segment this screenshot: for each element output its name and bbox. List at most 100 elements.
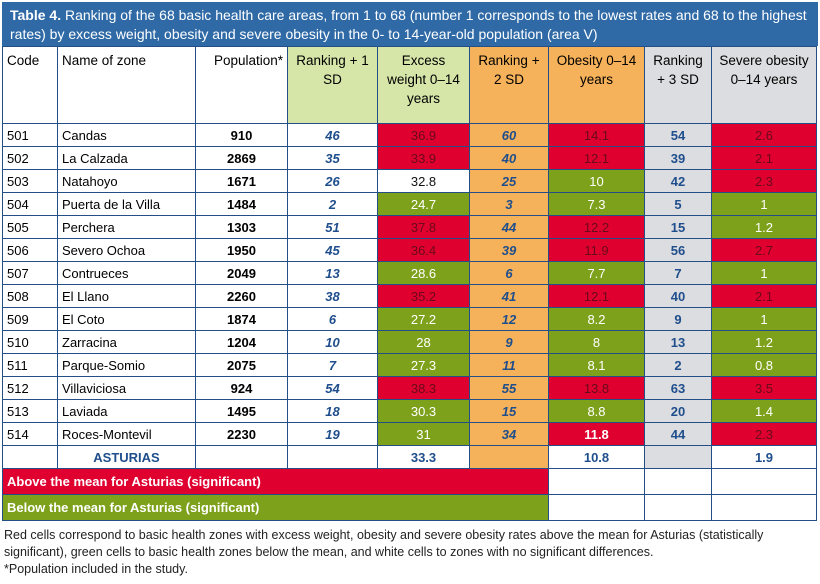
ranking-1sd: 38 xyxy=(287,284,378,308)
ranking-3sd: 56 xyxy=(644,238,712,262)
obesity-value: 13.8 xyxy=(548,376,645,400)
obesity-value: 14.1 xyxy=(548,123,645,147)
ranking-2sd: 6 xyxy=(469,261,549,285)
table-title: Table 4. Ranking of the 68 basic health … xyxy=(2,2,818,46)
ranking-3sd: 7 xyxy=(644,261,712,285)
table-row: 501 Candas 910 46 36.9 60 14.1 54 2.6 xyxy=(2,123,817,147)
zone-name: El Coto xyxy=(57,307,196,331)
ranking-2sd: 3 xyxy=(469,192,549,216)
header-ranking-3sd: Ranking + 3 SD xyxy=(644,46,712,124)
severe-obesity-value: 1.4 xyxy=(711,399,817,423)
excess-weight-value: 38.3 xyxy=(377,376,470,400)
ranking-3sd: 42 xyxy=(644,169,712,193)
excess-weight-value: 30.3 xyxy=(377,399,470,423)
table-row: 508 El Llano 2260 38 35.2 41 12.1 40 2.1 xyxy=(2,284,817,308)
ranking-3sd: 2 xyxy=(644,353,712,377)
zone-name: Parque-Somio xyxy=(57,353,196,377)
zone-name: La Calzada xyxy=(57,146,196,170)
legend-above: Above the mean for Asturias (significant… xyxy=(2,468,549,495)
obesity-value: 12.1 xyxy=(548,284,645,308)
severe-obesity-value: 0.8 xyxy=(711,353,817,377)
severe-obesity-value: 1 xyxy=(711,261,817,285)
severe-obesity-value: 2.3 xyxy=(711,169,817,193)
excess-weight-value: 27.3 xyxy=(377,353,470,377)
ranking-3sd: 5 xyxy=(644,192,712,216)
severe-obesity-value: 1 xyxy=(711,192,817,216)
ranking-3sd: 44 xyxy=(644,422,712,446)
zone-code: 505 xyxy=(2,215,58,239)
obesity-value: 8.1 xyxy=(548,353,645,377)
zone-name: Candas xyxy=(57,123,196,147)
ranking-1sd: 18 xyxy=(287,399,378,423)
ranking-1sd: 26 xyxy=(287,169,378,193)
table-row: 509 El Coto 1874 6 27.2 12 8.2 9 1 xyxy=(2,307,817,331)
ranking-2sd: 11 xyxy=(469,353,549,377)
excess-weight-value: 36.4 xyxy=(377,238,470,262)
total-excess-weight: 33.3 xyxy=(377,445,470,469)
ranking-1sd: 35 xyxy=(287,146,378,170)
ranking-3sd: 40 xyxy=(644,284,712,308)
population: 910 xyxy=(195,123,288,147)
obesity-value: 7.7 xyxy=(548,261,645,285)
excess-weight-value: 28 xyxy=(377,330,470,354)
obesity-value: 10 xyxy=(548,169,645,193)
table-row: 513 Laviada 1495 18 30.3 15 8.8 20 1.4 xyxy=(2,399,817,423)
total-severe-obesity: 1.9 xyxy=(711,445,817,469)
ranking-2sd: 55 xyxy=(469,376,549,400)
excess-weight-value: 31 xyxy=(377,422,470,446)
population: 1204 xyxy=(195,330,288,354)
header-ranking-2sd: Ranking + 2 SD xyxy=(469,46,549,124)
header-population: Population* xyxy=(195,46,288,124)
zone-name: Roces-Montevil xyxy=(57,422,196,446)
population: 2230 xyxy=(195,422,288,446)
population: 2260 xyxy=(195,284,288,308)
header-name: Name of zone xyxy=(57,46,196,124)
excess-weight-value: 33.9 xyxy=(377,146,470,170)
obesity-value: 12.1 xyxy=(548,146,645,170)
ranking-3sd: 20 xyxy=(644,399,712,423)
severe-obesity-value: 2.1 xyxy=(711,284,817,308)
ranking-2sd: 15 xyxy=(469,399,549,423)
zone-name: Perchera xyxy=(57,215,196,239)
excess-weight-value: 28.6 xyxy=(377,261,470,285)
severe-obesity-value: 2.7 xyxy=(711,238,817,262)
ranking-1sd: 19 xyxy=(287,422,378,446)
legend-below-row: Below the mean for Asturias (significant… xyxy=(2,494,817,521)
zone-name: Laviada xyxy=(57,399,196,423)
population: 1303 xyxy=(195,215,288,239)
zone-code: 507 xyxy=(2,261,58,285)
ranking-1sd: 45 xyxy=(287,238,378,262)
population: 1950 xyxy=(195,238,288,262)
zone-code: 509 xyxy=(2,307,58,331)
severe-obesity-value: 2.6 xyxy=(711,123,817,147)
header-code: Code xyxy=(2,46,58,124)
excess-weight-value: 37.8 xyxy=(377,215,470,239)
obesity-value: 11.9 xyxy=(548,238,645,262)
zone-code: 501 xyxy=(2,123,58,147)
zone-code: 502 xyxy=(2,146,58,170)
ranking-2sd: 41 xyxy=(469,284,549,308)
obesity-value: 8.2 xyxy=(548,307,645,331)
ranking-3sd: 39 xyxy=(644,146,712,170)
ranking-table: Code Name of zone Population* Ranking + … xyxy=(2,46,817,521)
ranking-2sd: 44 xyxy=(469,215,549,239)
obesity-value: 8 xyxy=(548,330,645,354)
header-row: Code Name of zone Population* Ranking + … xyxy=(2,46,817,124)
zone-code: 503 xyxy=(2,169,58,193)
table-row: 505 Perchera 1303 51 37.8 44 12.2 15 1.2 xyxy=(2,215,817,239)
ranking-1sd: 10 xyxy=(287,330,378,354)
table-row: 514 Roces-Montevil 2230 19 31 34 11.8 44… xyxy=(2,422,817,446)
obesity-value: 8.8 xyxy=(548,399,645,423)
excess-weight-value: 32.8 xyxy=(377,169,470,193)
ranking-1sd: 51 xyxy=(287,215,378,239)
ranking-1sd: 6 xyxy=(287,307,378,331)
zone-name: Puerta de la Villa xyxy=(57,192,196,216)
population: 2049 xyxy=(195,261,288,285)
population: 2869 xyxy=(195,146,288,170)
population: 1874 xyxy=(195,307,288,331)
severe-obesity-value: 1.2 xyxy=(711,215,817,239)
ranking-2sd: 12 xyxy=(469,307,549,331)
zone-name: Zarracina xyxy=(57,330,196,354)
header-obesity: Obesity 0–14 years xyxy=(548,46,645,124)
ranking-2sd: 25 xyxy=(469,169,549,193)
